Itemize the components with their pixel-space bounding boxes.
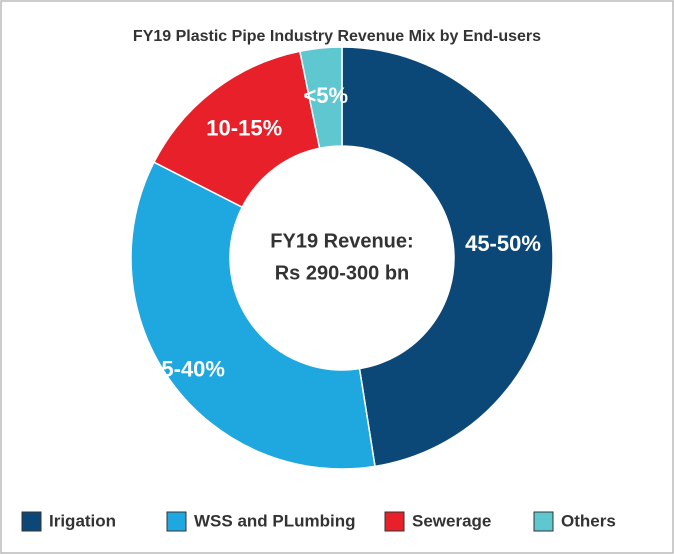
data-label: 35-40% bbox=[149, 356, 225, 381]
data-label: 10-15% bbox=[206, 115, 282, 140]
donut-slice bbox=[130, 161, 376, 470]
legend-swatch bbox=[166, 511, 187, 532]
legend-label: Others bbox=[561, 511, 616, 530]
center-label: Rs 290-300 bn bbox=[275, 262, 410, 284]
data-label: 45-50% bbox=[465, 231, 541, 256]
legend-swatch bbox=[533, 511, 554, 532]
donut-slice bbox=[341, 46, 554, 468]
donut-slice bbox=[298, 46, 343, 150]
legend-label: Sewerage bbox=[412, 511, 491, 530]
legend-swatch bbox=[21, 511, 42, 532]
data-label: <5% bbox=[303, 83, 348, 108]
center-label: FY19 Revenue: bbox=[270, 230, 413, 252]
legend-swatch bbox=[384, 511, 405, 532]
chart-title: FY19 Plastic Pipe Industry Revenue Mix b… bbox=[133, 28, 541, 45]
legend-label: Irigation bbox=[49, 511, 116, 530]
legend-label: WSS and PLumbing bbox=[194, 511, 356, 530]
